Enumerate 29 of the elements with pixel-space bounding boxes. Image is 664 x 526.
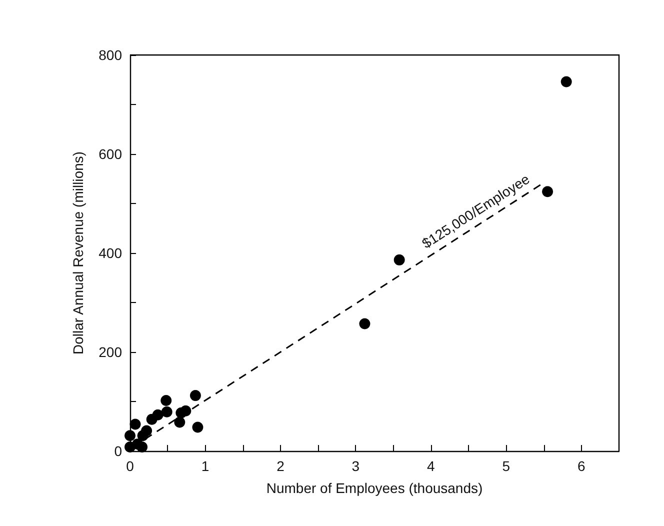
point [180,405,192,416]
x-tick-label: 5 [502,458,510,474]
point [124,430,136,442]
point [394,254,405,266]
point [174,416,186,428]
x-tick-label: 1 [201,458,210,474]
point [130,418,141,430]
point [560,76,572,88]
point [359,318,370,330]
y-tick-label: 600 [98,146,122,162]
point [190,390,201,402]
x-axis-title: Number of Employees (thousands) [266,480,483,496]
x-tick-label: 6 [577,458,586,474]
x-tick-label: 3 [352,458,360,474]
x-tick-label: 2 [276,458,285,474]
point [192,422,204,433]
y-tick-label: 0 [114,443,122,459]
y-tick-label: 800 [98,47,122,63]
point [161,406,172,418]
point [141,425,152,436]
point [136,442,148,453]
point [160,395,172,406]
point [542,186,554,198]
x-tick-label: 4 [427,458,436,474]
point [152,409,164,420]
y-tick-label: 400 [98,245,122,261]
x-tick-label: 0 [126,458,134,474]
y-axis-title: Dollar Annual Revenue (millions) [70,151,86,355]
y-tick-label: 200 [98,344,122,360]
